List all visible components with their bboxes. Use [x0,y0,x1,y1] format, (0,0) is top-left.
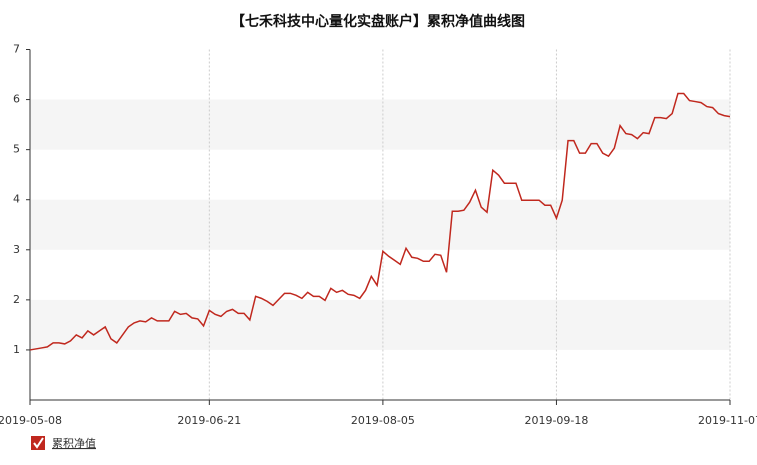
y-tick-label: 4 [13,193,20,206]
grid-band [30,299,730,350]
x-tick-label: 2019-11-07 [698,414,757,427]
y-tick-label: 5 [13,143,20,156]
x-tick-label: 2019-09-18 [524,414,588,427]
y-tick-label: 1 [13,343,20,356]
legend-label[interactable]: 累积净值 [52,436,96,450]
x-tick-label: 2019-08-05 [351,414,415,427]
legend[interactable]: 累积净值 [31,436,96,450]
line [29,92,731,351]
y-tick-label: 7 [13,43,20,56]
grid-band [30,99,730,150]
legend-check [33,437,44,449]
y-tick-label: 2 [13,293,20,306]
grid-band [30,199,730,250]
y-tick-label: 3 [13,243,20,256]
chart-title: 【七禾科技中心量化实盘账户】累积净值曲线图 [231,13,525,30]
x-tick-label: 2019-06-21 [177,414,241,427]
x-tick-label: 2019-05-08 [0,414,62,427]
y-tick-label: 6 [13,93,20,106]
